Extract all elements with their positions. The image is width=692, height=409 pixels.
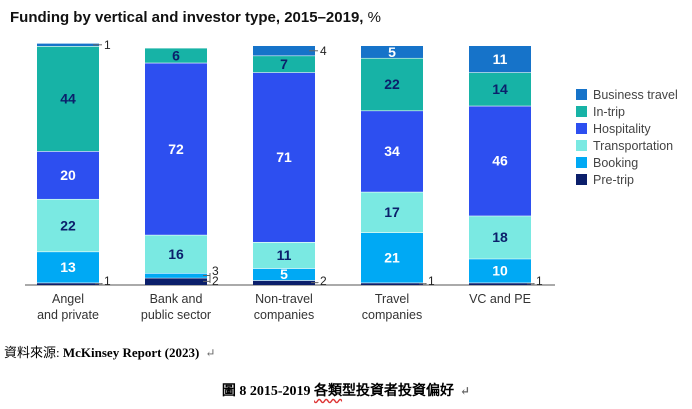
bar-segment-non-travel-companies-hospitality xyxy=(253,72,315,242)
legend-swatch-business-travel xyxy=(576,89,587,100)
data-label-non-travel-companies-transportation: 11 xyxy=(277,247,292,263)
legend-swatch-in-trip xyxy=(576,106,587,117)
data-label-angel-and-private-booking: 13 xyxy=(60,259,76,275)
data-label-travel-companies-hospitality: 34 xyxy=(384,143,400,159)
data-label-angel-and-private-transportation: 22 xyxy=(60,217,76,233)
return-mark: ↵ xyxy=(205,346,216,360)
legend: Business travel In-trip Hospitality Transpo… xyxy=(576,88,678,187)
category-label-bank-and-public-sector: Bank and public sector xyxy=(141,292,211,322)
data-label-non-travel-companies-in-trip: 7 xyxy=(280,56,288,72)
bar-segment-bank-and-public-sector-in-trip xyxy=(145,48,207,63)
data-label-angel-and-private-in-trip: 44 xyxy=(60,91,76,107)
bar-segment-non-travel-companies-pre-trip xyxy=(253,280,315,285)
data-label-non-travel-companies-hospitality: 71 xyxy=(276,149,292,165)
caption-underlined: 各類 xyxy=(314,384,343,399)
data-label-non-travel-companies-business-travel: 4 xyxy=(320,44,327,58)
data-label-non-travel-companies-booking: 5 xyxy=(280,266,288,282)
chart-unit: % xyxy=(367,9,381,26)
bar-segment-angel-and-private-transportation xyxy=(37,198,99,252)
bar-segment-vc-and-pe-hospitality xyxy=(469,105,531,216)
bar-segment-angel-and-private-business-travel xyxy=(37,43,99,46)
bar-segment-bank-and-public-sector-booking xyxy=(145,273,207,278)
data-label-travel-companies-business-travel: 5 xyxy=(388,44,396,60)
bar-segment-bank-and-public-sector-hospitality xyxy=(145,62,207,235)
bar-segment-angel-and-private-booking xyxy=(37,251,99,283)
legend-label-in-trip: In-trip xyxy=(593,105,625,119)
data-label-vc-and-pe-business-travel: 11 xyxy=(493,51,508,67)
bar-segment-non-travel-companies-booking xyxy=(253,268,315,281)
bar-segment-non-travel-companies-transportation xyxy=(253,241,315,269)
chart-title-text: Funding by vertical and investor type, 2… xyxy=(10,9,364,26)
data-label-bank-and-public-sector-booking: 2 xyxy=(212,274,219,288)
legend-label-booking: Booking xyxy=(593,156,638,170)
bar-segment-vc-and-pe-business-travel xyxy=(469,46,531,73)
category-label-vc-and-pe: VC and PE xyxy=(469,292,531,306)
bar-segment-bank-and-public-sector-transportation xyxy=(145,234,207,274)
bar-segment-angel-and-private-pre-trip xyxy=(37,282,99,285)
bar-segment-travel-companies-transportation xyxy=(361,191,423,233)
bar-segment-vc-and-pe-pre-trip xyxy=(469,282,531,285)
bar-segment-non-travel-companies-business-travel xyxy=(253,46,315,56)
bar-segment-angel-and-private-in-trip xyxy=(37,46,99,152)
data-label-bank-and-public-sector-transportation: 16 xyxy=(168,246,184,262)
legend-swatch-hospitality xyxy=(576,123,587,134)
bar-segment-travel-companies-booking xyxy=(361,232,423,283)
data-label-vc-and-pe-pre-trip: 1 xyxy=(536,274,543,288)
bar-segment-bank-and-public-sector-pre-trip xyxy=(145,277,207,285)
data-label-vc-and-pe-hospitality: 46 xyxy=(492,153,508,169)
bar-segment-vc-and-pe-transportation xyxy=(469,215,531,259)
data-label-bank-and-public-sector-hospitality: 72 xyxy=(168,141,184,157)
data-label-angel-and-private-hospitality: 20 xyxy=(60,167,76,183)
legend-swatch-pre-trip xyxy=(576,174,587,185)
caption-return-mark: ↵ xyxy=(460,384,471,398)
category-label-angel-and-private: Angel and private xyxy=(37,292,99,322)
bar-segment-vc-and-pe-in-trip xyxy=(469,72,531,106)
legend-label-business-travel: Business travel xyxy=(593,88,678,102)
caption-prefix: 圖 8 2015-2019 xyxy=(221,384,315,399)
leader-line xyxy=(95,283,103,285)
data-label-vc-and-pe-in-trip: 14 xyxy=(492,81,508,97)
legend-label-pre-trip: Pre-trip xyxy=(593,173,634,187)
bar-segment-travel-companies-pre-trip xyxy=(361,282,423,285)
figure-caption: 圖 8 2015-2019 各類型投資者投資偏好 ↵ xyxy=(0,380,692,400)
data-label-travel-companies-booking: 21 xyxy=(384,250,400,266)
bar-segment-angel-and-private-hospitality xyxy=(37,151,99,199)
bar-segment-travel-companies-business-travel xyxy=(361,46,423,58)
bar-segment-vc-and-pe-booking xyxy=(469,258,531,283)
caption-rest: 型投資者投資偏好 xyxy=(342,384,455,399)
data-label-non-travel-companies-pre-trip: 2 xyxy=(320,274,327,288)
legend-swatch-transportation xyxy=(576,140,587,151)
category-labels: Angel and private Bank and public sector Non… xyxy=(37,292,531,322)
data-label-vc-and-pe-booking: 10 xyxy=(492,263,508,279)
chart-title: Funding by vertical and investor type, 2… xyxy=(10,9,381,26)
bar-segment-travel-companies-in-trip xyxy=(361,57,423,111)
legend-label-hospitality: Hospitality xyxy=(593,122,651,136)
source-name: McKinsey Report (2023) xyxy=(62,345,200,360)
data-label-travel-companies-transportation: 17 xyxy=(384,204,400,220)
data-label-angel-and-private-business-travel: 1 xyxy=(104,38,111,52)
data-label-angel-and-private-pre-trip: 1 xyxy=(104,274,111,288)
legend-swatch-booking xyxy=(576,157,587,168)
data-label-travel-companies-pre-trip: 1 xyxy=(428,274,435,288)
data-label-travel-companies-in-trip: 22 xyxy=(384,76,400,92)
source-prefix: 資料來源: xyxy=(4,345,63,360)
leader-line xyxy=(527,283,535,285)
bar-segment-travel-companies-hospitality xyxy=(361,110,423,192)
category-label-travel-companies: Travel companies xyxy=(362,292,422,322)
data-label-bank-and-public-sector-pre-trip: 3 xyxy=(212,264,219,278)
legend-label-transportation: Transportation xyxy=(593,139,673,153)
source-note: 資料來源: McKinsey Report (2023) ↵ xyxy=(4,342,215,361)
leader-line xyxy=(203,273,211,282)
data-label-vc-and-pe-transportation: 18 xyxy=(492,229,508,245)
data-label-bank-and-public-sector-in-trip: 6 xyxy=(172,48,180,64)
category-label-non-travel-companies: Non-travel companies xyxy=(254,292,314,322)
bar-segment-non-travel-companies-in-trip xyxy=(253,55,315,73)
leader-line xyxy=(419,283,427,285)
